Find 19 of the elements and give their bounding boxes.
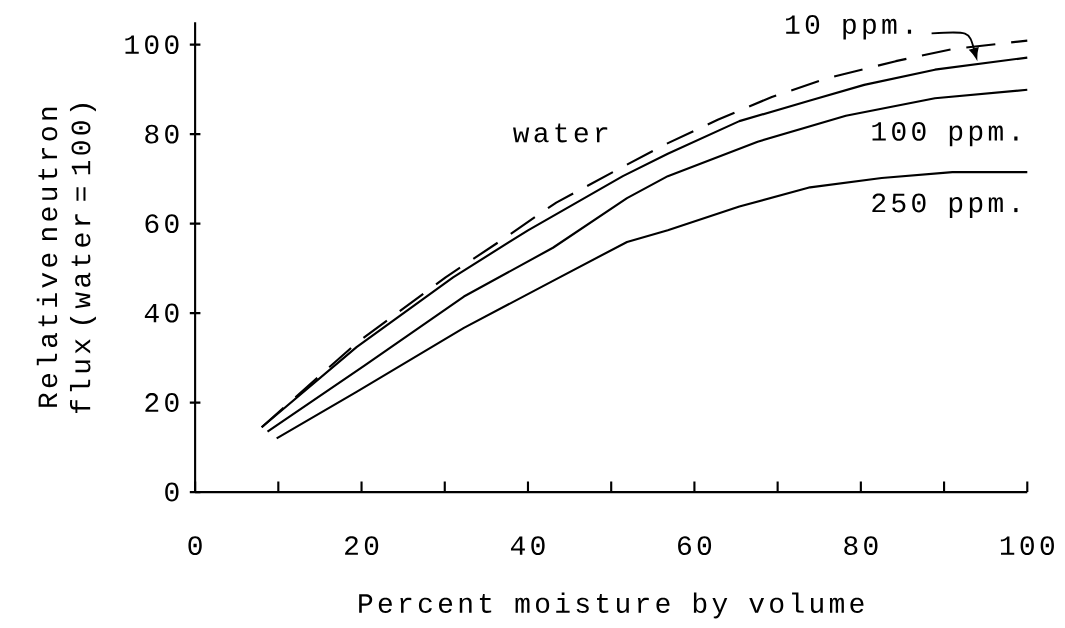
x-tick-label: 20: [345, 536, 379, 556]
y-tick-label: 100: [125, 35, 179, 55]
series-label: 250 ppm.: [872, 193, 1018, 219]
y-tick-label: 80: [145, 124, 179, 144]
y-axis-title: Relative neutron flux (water = 100): [36, 104, 96, 414]
series-label: 100 ppm.: [872, 122, 1018, 147]
legend-label: 10 ppm.: [786, 15, 912, 40]
x-axis-title: Percent moisture by volume: [359, 592, 864, 619]
y-tick-label: 0: [165, 482, 179, 502]
x-tick-label: 100: [1000, 536, 1054, 556]
x-tick-label: 0: [188, 536, 202, 556]
line-series: [275, 171, 1029, 440]
x-tick-label: 80: [844, 536, 878, 556]
x-tick-label: 60: [678, 536, 712, 556]
y-tick-label: 40: [144, 303, 179, 323]
x-tick-label: 40: [510, 536, 545, 556]
series-label: water: [513, 123, 608, 143]
y-tick-label: 60: [145, 214, 179, 234]
y-tick-label: 20: [145, 393, 179, 413]
